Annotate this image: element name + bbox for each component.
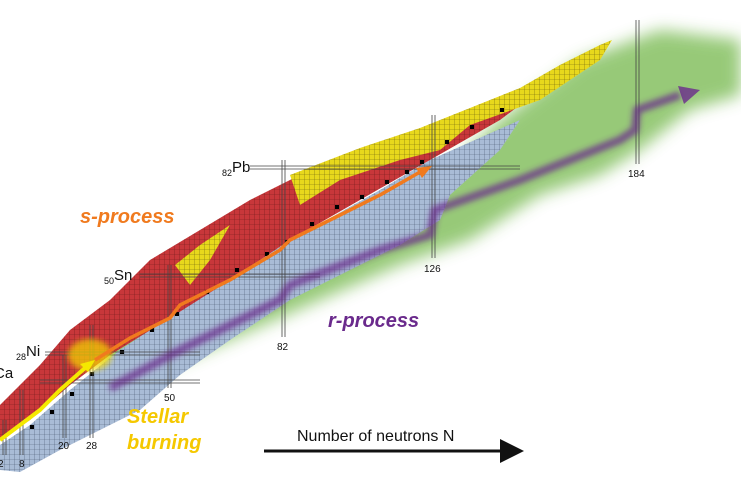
magic-number-labels: 2 8 20 28 50 82 126 184 [0, 169, 645, 470]
magic-8: 8 [19, 459, 25, 470]
magic-20: 20 [58, 441, 70, 452]
magic-82: 82 [277, 342, 289, 353]
s-process-path [94, 166, 432, 362]
proton-dripline-nuclei-2 [175, 225, 230, 285]
element-label-ca: Ca [0, 365, 14, 382]
element-label-pb: 82Pb [222, 159, 250, 178]
r-process-path [108, 86, 700, 392]
magic-126: 126 [424, 264, 441, 275]
magic-50: 50 [164, 393, 176, 404]
element-label-sn: 50Sn [104, 267, 132, 286]
magic-184: 184 [628, 169, 645, 180]
magic-28: 28 [86, 441, 98, 452]
s-process-label: s-process [80, 206, 175, 228]
r-process-label: r-process [328, 310, 419, 332]
proton-dripline-nuclei [290, 40, 612, 205]
element-label-ni: 28Ni [16, 343, 40, 362]
neutron-rich-nuclei [0, 120, 520, 472]
neutron-axis-label: Number of neutrons N [297, 428, 454, 445]
magic-2: 2 [0, 459, 4, 470]
stellar-burning-label-1: Stellar [127, 406, 189, 428]
stellar-burning-label-2: burning [127, 432, 201, 454]
stellar-burning-path [0, 339, 112, 442]
